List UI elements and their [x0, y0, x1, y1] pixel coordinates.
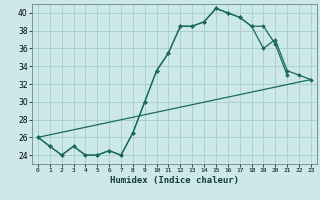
X-axis label: Humidex (Indice chaleur): Humidex (Indice chaleur) [110, 176, 239, 185]
